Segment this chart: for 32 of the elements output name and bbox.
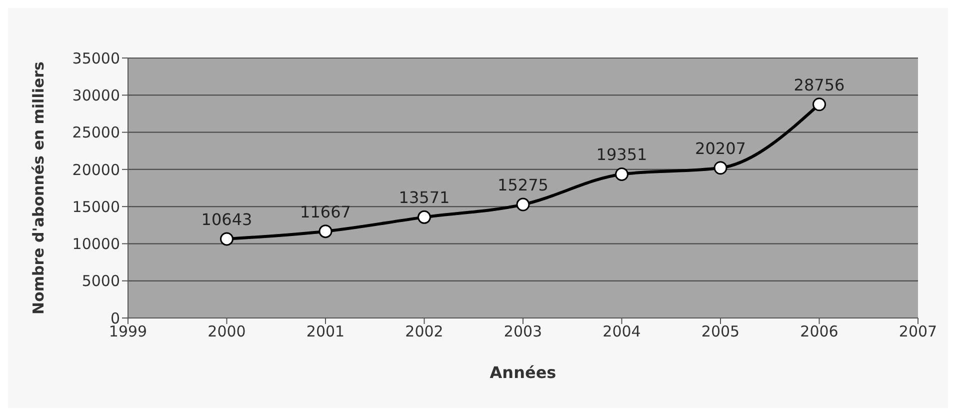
x-tick-label: 2000	[208, 322, 246, 341]
y-tick-label: 10000	[72, 235, 120, 254]
y-tick-label: 20000	[72, 160, 120, 179]
data-label: 10643	[201, 210, 252, 229]
point	[418, 210, 431, 224]
point	[318, 224, 332, 238]
x-tick-label: 2006	[800, 322, 838, 341]
x-tick-label: 1999	[108, 322, 148, 341]
y-tick-label: 5000	[82, 272, 120, 290]
y-axis-title: Nombre d'abonnés en milliers	[29, 61, 48, 314]
x-tick-label: 2002	[405, 322, 444, 341]
data-label: 28756	[794, 75, 845, 94]
y-tick-label: 35000	[72, 49, 120, 68]
y-tick-label: 15000	[72, 198, 120, 216]
x-axis-title: Années	[490, 363, 556, 382]
x-tick-label: 2007	[898, 322, 938, 341]
y-tick-label: 25000	[72, 124, 120, 142]
point	[812, 98, 826, 112]
data-label: 15275	[498, 176, 548, 195]
data-label: 13571	[398, 188, 450, 208]
point	[615, 168, 628, 181]
x-tick-label: 2001	[306, 322, 345, 341]
x-tick-label: 2003	[504, 322, 542, 341]
x-tick-label: 2005	[701, 322, 740, 341]
y-tick-label: 30000	[72, 86, 120, 104]
point	[220, 232, 234, 246]
data-label: 20207	[695, 138, 746, 158]
point	[714, 161, 728, 175]
x-tick-label: 2004	[602, 322, 641, 341]
data-label: 19351	[596, 145, 648, 164]
point	[516, 198, 530, 212]
data-label: 11667	[300, 202, 351, 222]
